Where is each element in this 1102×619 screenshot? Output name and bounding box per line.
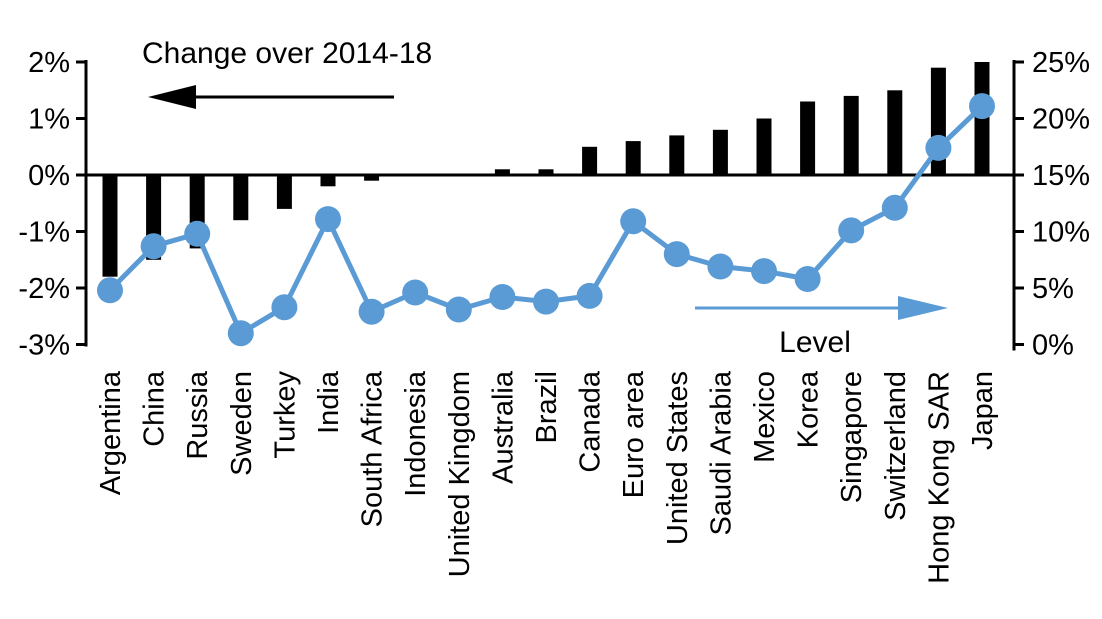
bar-India <box>320 175 336 187</box>
right-axis-tick-label: 0% <box>1032 330 1074 362</box>
level-marker-Sweden <box>227 320 254 347</box>
bar-Korea <box>800 101 816 175</box>
category-label-United Kingdom: United Kingdom <box>444 371 476 577</box>
category-label-Brazil: Brazil <box>531 371 563 444</box>
category-label-South Africa: South Africa <box>357 370 389 527</box>
level-marker-South Africa <box>358 298 385 325</box>
category-label-India: India <box>313 370 345 434</box>
category-axis-labels: Argentina China Russia Sweden Turkey India Sou… <box>95 370 999 584</box>
level-marker-Switzerland <box>881 194 908 221</box>
category-label-Japan: Japan <box>967 371 999 450</box>
level-marker-China <box>140 233 167 260</box>
category-label-Korea: Korea <box>793 370 825 448</box>
category-label-Saudi Arabia: Saudi Arabia <box>705 370 737 535</box>
left-axis-tick-label: 2% <box>28 47 70 79</box>
level-marker-Argentina <box>97 277 123 304</box>
level-marker-United States <box>663 241 690 268</box>
category-label-Euro area: Euro area <box>618 370 650 498</box>
level-marker-Australia <box>489 284 516 310</box>
category-label-Switzerland: Switzerland <box>880 371 912 521</box>
level-marker-Turkey <box>271 294 298 321</box>
level-marker-Indonesia <box>402 279 429 306</box>
level-marker-Canada <box>576 282 603 309</box>
category-label-Mexico: Mexico <box>749 371 781 463</box>
right-axis-tick-label: 15% <box>1032 160 1090 192</box>
bar-series-annotation-label: Change over 2014-18 <box>142 37 432 70</box>
category-label-Sweden: Sweden <box>226 371 258 476</box>
category-label-Singapore: Singapore <box>836 371 868 503</box>
level-marker-Japan <box>969 93 995 120</box>
level-marker-Korea <box>794 266 821 292</box>
category-label-China: China <box>139 370 171 447</box>
bar-Argentina <box>102 175 118 277</box>
bar-series-layer <box>102 62 990 277</box>
category-label-United States: United States <box>662 371 694 545</box>
left-axis-tick-label: -1% <box>18 217 70 249</box>
line-series-annotation-label: Level <box>779 326 851 359</box>
right-arrow-head-icon <box>898 296 948 320</box>
level-marker-United Kingdom <box>445 296 472 323</box>
category-label-Hong Kong SAR: Hong Kong SAR <box>923 371 955 584</box>
left-axis: 2% 1% 0% -1% -2% -3% <box>18 47 88 362</box>
bar-United States <box>669 135 685 175</box>
bar-Mexico <box>756 118 772 175</box>
level-marker-Mexico <box>751 258 777 285</box>
right-axis-tick-label: 25% <box>1032 47 1090 79</box>
category-label-Turkey: Turkey <box>269 371 301 459</box>
line-series-layer <box>97 93 995 347</box>
category-label-Canada: Canada <box>575 370 607 472</box>
level-marker-Saudi Arabia <box>707 253 734 280</box>
category-label-Russia: Russia <box>182 370 214 460</box>
bar-Euro area <box>625 141 641 175</box>
line-series-annotation: Level <box>695 296 948 359</box>
left-axis-tick-label: -2% <box>18 273 70 305</box>
right-axis-tick-label: 10% <box>1032 217 1090 249</box>
bar-Brazil <box>538 169 554 175</box>
right-axis: 25% 20% 15% 10% 5% 0% <box>1012 47 1090 362</box>
bar-Sweden <box>233 175 249 221</box>
left-axis-tick-label: -3% <box>18 330 70 362</box>
bar-Singapore <box>843 95 859 175</box>
level-marker-Brazil <box>533 288 559 315</box>
category-label-Indonesia: Indonesia <box>400 370 432 497</box>
right-axis-tick-label: 20% <box>1032 104 1090 136</box>
level-marker-India <box>315 206 341 233</box>
level-marker-Euro area <box>620 208 647 235</box>
bar-Canada <box>582 146 598 176</box>
category-label-Argentina: Argentina <box>95 370 127 495</box>
left-arrow-head-icon <box>148 85 196 109</box>
category-label-Australia: Australia <box>487 370 519 484</box>
bar-South Africa <box>364 175 380 181</box>
bar-Australia <box>494 169 510 175</box>
bar-Switzerland <box>887 90 903 176</box>
right-axis-tick-label: 5% <box>1032 273 1074 305</box>
bar-Saudi Arabia <box>712 129 728 175</box>
left-axis-tick-label: 0% <box>28 160 70 192</box>
left-axis-tick-label: 1% <box>28 104 70 136</box>
bar-series-annotation: Change over 2014-18 <box>142 37 432 109</box>
level-marker-Singapore <box>838 217 865 244</box>
bar-Turkey <box>276 175 292 209</box>
level-marker-Hong Kong SAR <box>925 134 952 161</box>
level-marker-Russia <box>184 220 211 247</box>
